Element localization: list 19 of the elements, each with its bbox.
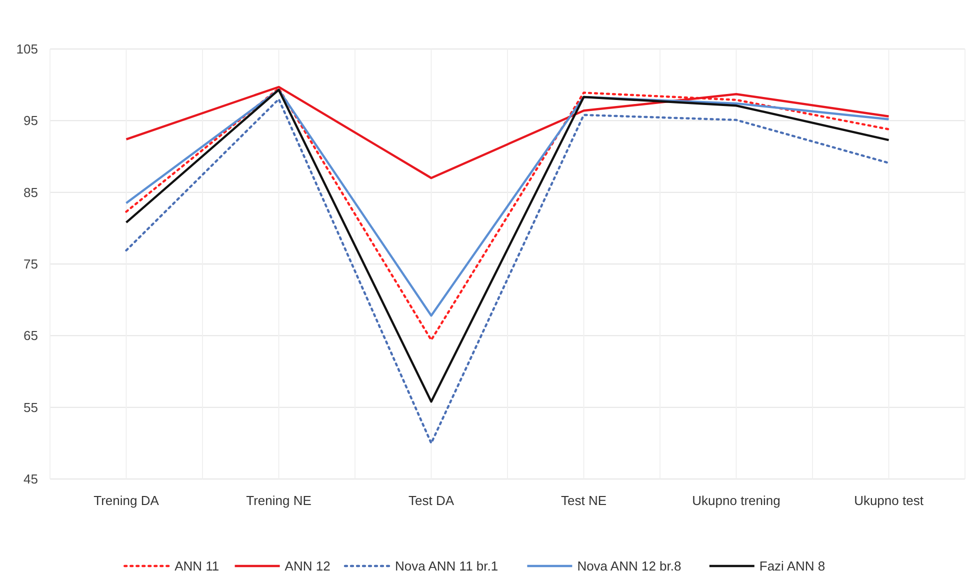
legend-label: ANN 12 xyxy=(284,558,330,574)
y-tick-label: 85 xyxy=(24,184,38,200)
legend-label: ANN 11 xyxy=(174,558,220,574)
legend-label: Nova ANN 11 br.1 xyxy=(395,558,498,574)
line-series xyxy=(125,86,890,180)
y-tick-label: 45 xyxy=(24,472,38,487)
x-tick-label: Test NE xyxy=(560,493,607,508)
legend-label: Fazi ANN 8 xyxy=(759,558,826,574)
y-tick-label: 95 xyxy=(24,113,38,128)
y-tick-label: 105 xyxy=(16,42,38,57)
x-tick-label: Trening NE xyxy=(246,493,312,508)
y-tick-label: 55 xyxy=(24,400,38,415)
x-tick-label: Test DA xyxy=(408,493,454,508)
legend-label: Nova ANN 12 br.8 xyxy=(577,558,682,574)
y-tick-label: 65 xyxy=(24,328,38,344)
x-tick-label: Trening DA xyxy=(94,493,160,508)
x-tick-label: Ukupno trening xyxy=(692,493,780,508)
y-tick-label: 75 xyxy=(24,256,38,272)
x-tick-label: Ukupno test xyxy=(854,493,924,508)
